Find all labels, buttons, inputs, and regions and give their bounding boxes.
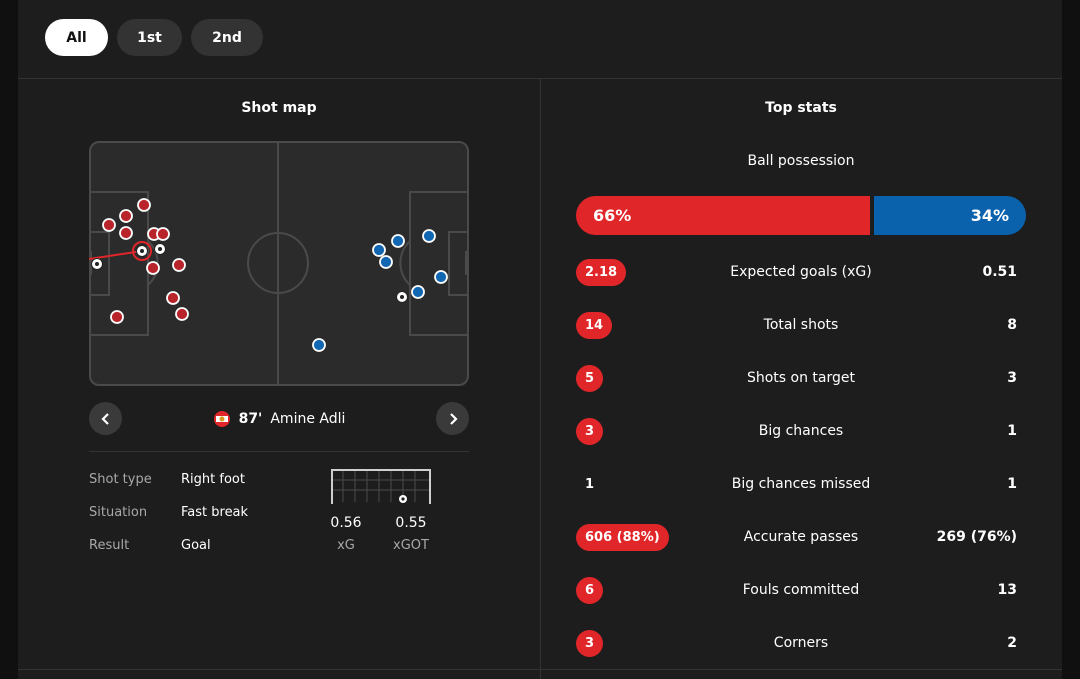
stat-label: Total shots — [763, 317, 839, 333]
stat-home-value: 5 — [576, 365, 604, 392]
home-goal-marker — [154, 243, 166, 255]
xg-label: xG — [337, 538, 355, 553]
stat-row-corners: Corners 3 2 — [576, 630, 1026, 658]
home-shot-marker — [110, 310, 124, 324]
home-shot-marker — [166, 291, 180, 305]
detail-key: Situation — [89, 505, 148, 520]
stat-home-value: 3 — [576, 418, 604, 445]
possession-bar: 66% 34% — [576, 196, 1026, 235]
left-goal — [89, 251, 92, 275]
stat-away-value: 3 — [1007, 370, 1017, 386]
away-shot-marker — [434, 270, 448, 284]
match-stats-card: All 1st 2nd Shot map 87' Amine Adli — [18, 0, 1062, 679]
stat-label: Accurate passes — [743, 529, 859, 545]
home-goal-marker — [136, 245, 148, 257]
xgot-value: 0.55 — [395, 515, 427, 531]
possession-home: 66% — [576, 196, 871, 235]
chevron-left-icon — [100, 412, 109, 425]
away-shot-marker — [379, 255, 393, 269]
stat-label: Corners — [773, 635, 829, 651]
possession-label: Ball possession — [747, 153, 855, 169]
next-shot-button[interactable] — [436, 402, 469, 435]
home-shot-marker — [119, 226, 133, 240]
stat-row-big-chances: Big chances 3 1 — [576, 418, 1026, 446]
selected-shot-ring — [132, 241, 152, 261]
home-shots — [89, 198, 189, 324]
stat-away-value: 0.51 — [982, 264, 1017, 280]
away-shot-marker — [312, 338, 326, 352]
shot-detail-divider — [89, 451, 469, 452]
away-shot-marker — [372, 243, 386, 257]
home-shot-marker — [137, 198, 151, 212]
detail-shot-type: Shot type Right foot — [89, 472, 245, 487]
away-goal-marker — [396, 291, 408, 303]
home-shot-marker — [172, 258, 186, 272]
stat-home-value: 6 — [576, 577, 604, 604]
shot-map-pitch[interactable] — [89, 141, 469, 386]
stat-away-value: 2 — [1007, 635, 1017, 651]
stat-row-shots-on-target: Shots on target 5 3 — [576, 365, 1026, 393]
previous-shot-button[interactable] — [89, 402, 122, 435]
home-goal-marker — [91, 258, 103, 270]
shot-map-title: Shot map — [241, 100, 317, 116]
stat-home-value: 3 — [576, 630, 604, 657]
stat-away-value: 269 (76%) — [936, 529, 1017, 545]
stat-home-value: 14 — [576, 312, 613, 339]
stat-row-xg: Expected goals (xG) 2.18 0.51 — [576, 259, 1026, 287]
chevron-right-icon — [449, 412, 458, 425]
away-shot-marker — [422, 229, 436, 243]
away-shot-marker — [411, 285, 425, 299]
home-shot-marker — [156, 227, 170, 241]
period-tabs: All 1st 2nd — [45, 19, 263, 56]
detail-value: Goal — [181, 538, 211, 553]
shot-minute: 87' — [238, 410, 263, 427]
stat-row-big-chances-missed: Big chances missed 1 1 — [576, 471, 1026, 499]
stat-label: Shots on target — [746, 370, 855, 386]
center-circle — [247, 232, 309, 294]
tab-first-half[interactable]: 1st — [117, 19, 182, 56]
possession-away: 34% — [874, 196, 1026, 235]
detail-value: Right foot — [181, 472, 245, 487]
detail-value: Fast break — [181, 505, 249, 520]
detail-key: Shot type — [89, 472, 152, 487]
stat-home-value: 2.18 — [576, 259, 627, 286]
header-divider — [18, 78, 1062, 79]
shot-player-name[interactable]: Amine Adli — [270, 410, 346, 427]
right-penalty-arc — [399, 240, 411, 286]
column-divider — [540, 79, 541, 679]
stat-label: Fouls committed — [742, 582, 860, 598]
detail-situation: Situation Fast break — [89, 505, 248, 520]
stat-away-value: 13 — [997, 582, 1017, 598]
top-stats-title: Top stats — [765, 100, 837, 116]
selected-shot-info: 87' Amine Adli — [118, 402, 440, 435]
stat-label: Expected goals (xG) — [730, 264, 872, 280]
home-shot-marker — [119, 209, 133, 223]
stat-away-value: 1 — [1007, 476, 1017, 492]
stat-row-total-shots: Total shots 14 8 — [576, 312, 1026, 340]
xg-value: 0.56 — [330, 515, 362, 531]
right-goal — [465, 251, 469, 275]
home-shot-marker — [175, 307, 189, 321]
stat-label: Big chances — [758, 423, 844, 439]
away-shot-marker — [391, 234, 405, 248]
home-shot-marker — [102, 218, 116, 232]
detail-key: Result — [89, 538, 130, 553]
stat-label: Big chances missed — [731, 476, 871, 492]
footer-divider — [18, 669, 1062, 670]
stat-home-value: 1 — [585, 477, 595, 492]
home-shot-marker — [146, 261, 160, 275]
stat-row-fouls: Fouls committed 6 13 — [576, 577, 1026, 605]
stat-away-value: 8 — [1007, 317, 1017, 333]
detail-result: Result Goal — [89, 538, 211, 553]
tab-all[interactable]: All — [45, 19, 108, 56]
ball-icon — [399, 495, 407, 503]
stat-home-value: 606 (88%) — [576, 524, 669, 551]
goal-frame-diagram — [331, 469, 431, 504]
tab-second-half[interactable]: 2nd — [191, 19, 263, 56]
xgot-label: xGOT — [393, 538, 429, 553]
team-crest-icon — [213, 410, 230, 427]
stat-away-value: 1 — [1007, 423, 1017, 439]
stat-row-accurate-passes: Accurate passes 606 (88%) 269 (76%) — [576, 524, 1026, 552]
away-shots — [312, 229, 448, 352]
